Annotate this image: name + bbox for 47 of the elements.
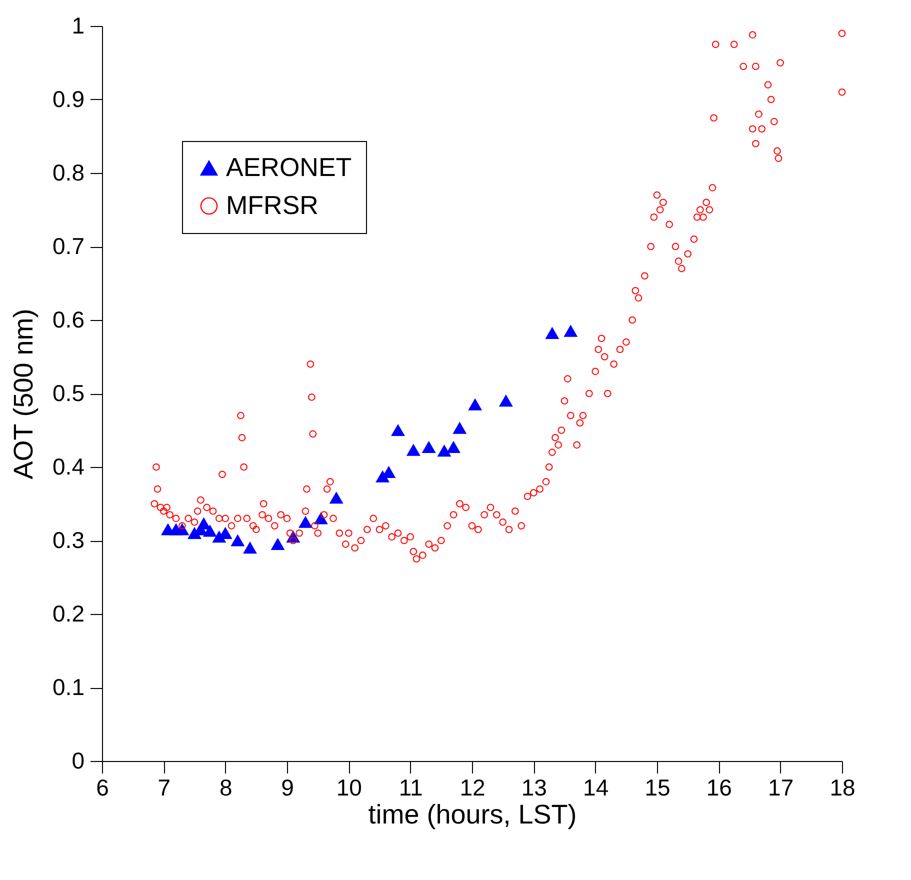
point	[176, 524, 189, 536]
point	[271, 538, 284, 550]
x-axis-title: time (hours, LST)	[368, 800, 577, 830]
y-tick-label: 0.8	[52, 160, 84, 186]
point	[438, 445, 451, 457]
point	[422, 441, 436, 453]
point	[298, 516, 312, 528]
y-tick-label: 0	[72, 748, 84, 774]
y-tick-label: 1	[72, 12, 84, 38]
point	[197, 518, 210, 530]
point	[564, 325, 578, 337]
y-tick-label: 0.4	[52, 454, 85, 480]
x-tick-label: 13	[521, 774, 547, 800]
legend-label: AERONET	[226, 152, 352, 182]
x-tick-label: 18	[830, 774, 856, 800]
x-tick-label: 16	[706, 774, 732, 800]
x-tick-label: 7	[158, 774, 171, 800]
x-tick-label: 17	[768, 774, 794, 800]
point	[243, 542, 257, 554]
x-tick-label: 11	[398, 774, 423, 800]
point	[231, 534, 244, 546]
x-tick-label: 6	[96, 774, 109, 800]
x-tick-label: 14	[583, 774, 609, 800]
point	[203, 525, 217, 537]
point	[546, 327, 559, 340]
point	[330, 492, 343, 504]
point	[382, 466, 396, 478]
point	[468, 398, 482, 410]
point	[406, 444, 420, 456]
y-tick-label: 0.7	[52, 233, 84, 259]
y-tick-label: 0.2	[52, 600, 84, 626]
point	[446, 441, 460, 453]
y-axis-title: AOT (500 nm)	[8, 308, 39, 480]
x-tick-label: 12	[460, 774, 486, 800]
point	[453, 422, 466, 434]
legend-label: MFRSR	[226, 190, 318, 220]
y-tick-label: 0.6	[52, 306, 84, 332]
x-tick-label: 8	[219, 774, 232, 800]
x-tick-label: 10	[336, 774, 362, 800]
point	[499, 395, 513, 407]
y-tick-label: 0.3	[52, 527, 84, 553]
x-tick-label: 9	[281, 774, 294, 800]
point	[391, 424, 405, 436]
y-tick-label: 0.9	[52, 86, 84, 112]
y-tick-label: 0.1	[52, 674, 84, 700]
y-tick-label: 0.5	[52, 380, 84, 406]
x-tick-label: 15	[644, 774, 670, 800]
